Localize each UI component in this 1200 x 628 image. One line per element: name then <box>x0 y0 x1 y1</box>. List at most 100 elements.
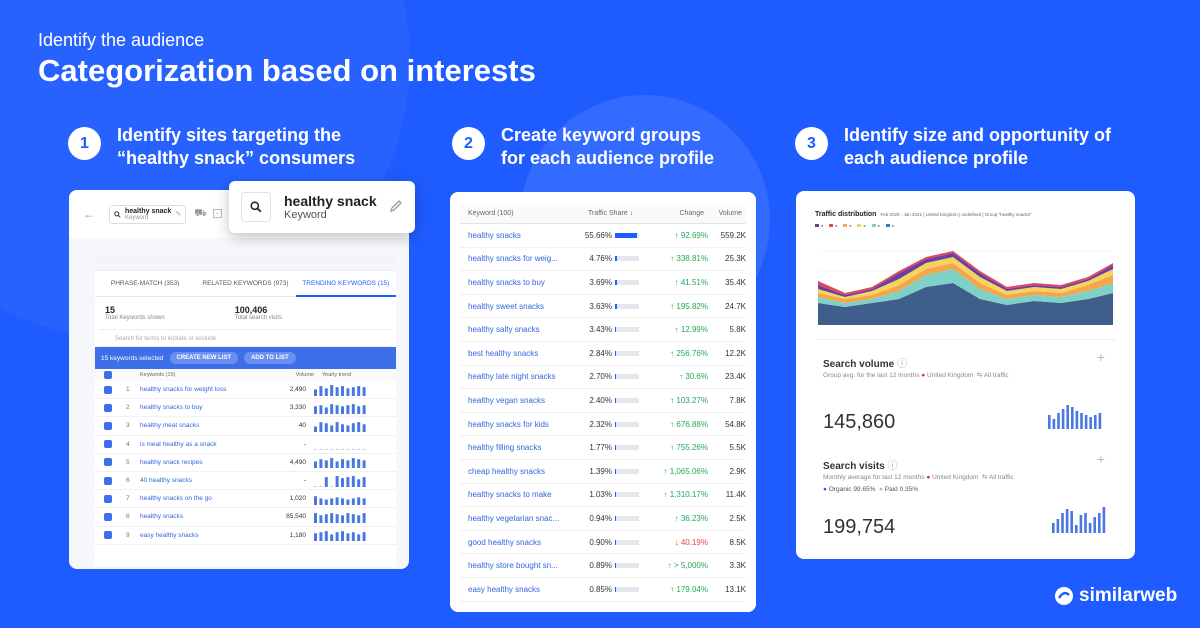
table-row[interactable]: 5 healthy snack recipes 4,490 <box>95 454 396 472</box>
row-traffic-share: 0.89% <box>589 561 612 571</box>
mini-bar <box>1075 411 1079 429</box>
table-row[interactable]: healthy snacks 55.66% ↑ 92.69% 559.2K <box>460 224 746 248</box>
table-row[interactable]: 1 healthy snacks for weight loss 2,490 <box>95 381 396 400</box>
tab-related-keywords[interactable]: RELATED KEYWORDS (973) <box>202 279 289 287</box>
table-row[interactable]: cheap healthy snacks 1.39% ↑ 1,065.06% 2… <box>460 460 746 484</box>
row-keyword[interactable]: healthy snacks <box>468 230 521 240</box>
info-icon: ⓘ <box>896 359 907 370</box>
tab-phrase-match[interactable]: PHRASE-MATCH (353) <box>110 279 180 287</box>
row-checkbox[interactable] <box>104 458 112 467</box>
row-change: ↑ 755.26% <box>670 443 708 453</box>
trend-arrow-icon: ↓ <box>674 537 679 547</box>
uk-flag-icon: ● <box>921 372 926 379</box>
edit-icon[interactable] <box>389 199 403 218</box>
table-row[interactable]: healthy late night snacks 2.70% ↑ 30.6% … <box>460 366 746 390</box>
col-keywords[interactable]: Keywords (15) <box>140 372 176 378</box>
row-checkbox[interactable] <box>104 531 112 540</box>
row-keyword[interactable]: healthy filling snacks <box>468 443 542 453</box>
row-keyword[interactable]: 40 healthy snacks <box>140 477 193 485</box>
row-keyword[interactable]: easy healthy snacks <box>140 531 199 539</box>
search-volume-title: Search volume ⓘ <box>823 359 907 370</box>
table-row[interactable]: 6 40 healthy snacks - <box>95 472 396 491</box>
row-keyword[interactable]: best healthy snacks <box>468 348 539 358</box>
trend-arrow-icon: ↑ <box>674 513 679 523</box>
table-row[interactable]: healthy salty snacks 3.43% ↑ 12.99% 5.8K <box>460 318 746 342</box>
row-volume: 85,540 <box>286 513 306 521</box>
row-checkbox[interactable] <box>104 512 112 521</box>
add-icon[interactable]: + <box>1096 451 1105 467</box>
row-keyword[interactable]: healthy snacks for weight loss <box>140 386 227 394</box>
col-traffic-share[interactable]: Traffic Share ↓ <box>588 210 634 217</box>
popup-keyword-type: Keyword <box>284 209 327 221</box>
search-volume-sub: Group avg. for the last 12 months ● Unit… <box>823 372 1009 379</box>
keyword-search-popup[interactable]: healthy snack Keyword <box>229 181 415 233</box>
row-keyword[interactable]: good healthy snacks <box>468 537 541 547</box>
table-row[interactable]: healthy filling snacks 1.77% ↑ 755.26% 5… <box>460 436 746 460</box>
row-keyword[interactable]: healthy snack recipes <box>140 458 203 466</box>
row-volume: 559.2K <box>720 230 746 240</box>
row-checkbox[interactable] <box>104 385 112 394</box>
row-keyword[interactable]: healthy store bought sn... <box>468 561 558 571</box>
col-change[interactable]: Change <box>679 210 704 217</box>
mini-bar <box>1093 517 1096 533</box>
table-row[interactable]: healthy sweet snacks 3.63% ↑ 195.82% 24.… <box>460 295 746 319</box>
row-keyword[interactable]: healthy vegetarian snac... <box>468 513 560 523</box>
row-keyword[interactable]: easy healthy snacks <box>468 584 541 594</box>
row-traffic-share: 0.85% <box>589 584 612 594</box>
row-keyword[interactable]: healthy salty snacks <box>468 325 540 335</box>
table-row[interactable]: 4 is meat healthy as a snack - <box>95 436 396 454</box>
row-traffic-share: 0.90% <box>589 537 612 547</box>
row-checkbox[interactable] <box>104 440 112 449</box>
row-keyword[interactable]: healthy snacks for kids <box>468 419 549 429</box>
row-keyword[interactable]: healthy snacks <box>140 513 183 521</box>
select-all-checkbox[interactable] <box>104 371 112 379</box>
row-keyword[interactable]: healthy meat snacks <box>140 422 200 430</box>
row-keyword[interactable]: healthy snacks to buy <box>140 404 203 412</box>
search-input[interactable]: Search for terms to include or exclude <box>99 329 392 347</box>
table-row[interactable]: healthy snacks for weig... 4.76% ↑ 338.8… <box>460 248 746 272</box>
row-keyword[interactable]: cheap healthy snacks <box>468 466 545 476</box>
row-keyword[interactable]: healthy vegan snacks <box>468 395 545 405</box>
table-row[interactable]: 7 healthy snacks on the go 1,020 <box>95 490 396 509</box>
col-volume[interactable]: Volume <box>718 210 742 217</box>
table-row[interactable]: 2 healthy snacks to buy 3,330 <box>95 399 396 418</box>
table-row[interactable]: healthy snacks to buy 3.69% ↑ 41.51% 35.… <box>460 271 746 295</box>
table-row[interactable]: easy healthy snacks 0.85% ↑ 179.04% 13.1… <box>460 578 746 602</box>
row-keyword[interactable]: healthy snacks on the go <box>140 495 212 503</box>
row-number: 4 <box>126 440 130 448</box>
add-to-list-button[interactable]: ADD TO LIST <box>244 352 296 364</box>
toolbar-icons[interactable]: ⛟⊡ <box>194 207 229 219</box>
table-row[interactable]: healthy store bought sn... 0.89% ↑ > 5,0… <box>460 554 746 578</box>
yearly-trend-bars <box>314 458 366 469</box>
col-keyword[interactable]: Keyword (100) <box>468 210 514 217</box>
row-checkbox[interactable] <box>104 494 112 503</box>
table-row[interactable]: healthy vegan snacks 2.40% ↑ 103.27% 7.8… <box>460 389 746 413</box>
row-keyword[interactable]: healthy sweet snacks <box>468 301 545 311</box>
tab-trending-keywords[interactable]: TRENDING KEYWORDS (15) <box>295 271 396 297</box>
trend-arrow-icon: ↑ <box>663 466 668 476</box>
row-keyword[interactable]: healthy snacks to make <box>468 490 552 500</box>
table-row[interactable]: 9 easy healthy snacks 1,180 <box>95 527 396 545</box>
table-row[interactable]: 3 healthy meat snacks 40 <box>95 417 396 436</box>
row-keyword[interactable]: healthy snacks for weig... <box>468 254 558 264</box>
table-row[interactable]: 8 healthy snacks 85,540 <box>95 508 396 527</box>
row-keyword[interactable]: healthy late night snacks <box>468 372 556 382</box>
info-icon: ⓘ <box>887 461 898 472</box>
row-checkbox[interactable] <box>104 403 112 412</box>
row-keyword[interactable]: is meat healthy as a snack <box>140 440 217 448</box>
table-row[interactable]: healthy snacks to make 1.03% ↑ 1,310.17%… <box>460 484 746 508</box>
create-list-button[interactable]: CREATE NEW LIST <box>169 352 239 364</box>
table-row[interactable]: best healthy snacks 2.84% ↑ 256.76% 12.2… <box>460 342 746 366</box>
row-checkbox[interactable] <box>104 421 112 430</box>
back-arrow-icon[interactable]: ← <box>83 207 95 221</box>
row-checkbox[interactable] <box>104 476 112 485</box>
edit-icon[interactable]: ✎ <box>175 211 182 218</box>
row-keyword[interactable]: healthy snacks to buy <box>468 277 545 287</box>
table-row[interactable]: healthy vegetarian snac... 0.94% ↑ 36.23… <box>460 507 746 531</box>
add-icon[interactable]: + <box>1096 349 1105 365</box>
table-row[interactable]: good healthy snacks 0.90% ↓ 40.19% 8.5K <box>460 531 746 555</box>
row-volume: 35.4K <box>725 277 746 287</box>
col-volume[interactable]: Volume <box>295 372 314 378</box>
table-row[interactable]: healthy snacks for kids 2.32% ↑ 676.88% … <box>460 413 746 437</box>
keyword-chip[interactable]: healthy snack Keyword ✎ <box>109 204 187 224</box>
